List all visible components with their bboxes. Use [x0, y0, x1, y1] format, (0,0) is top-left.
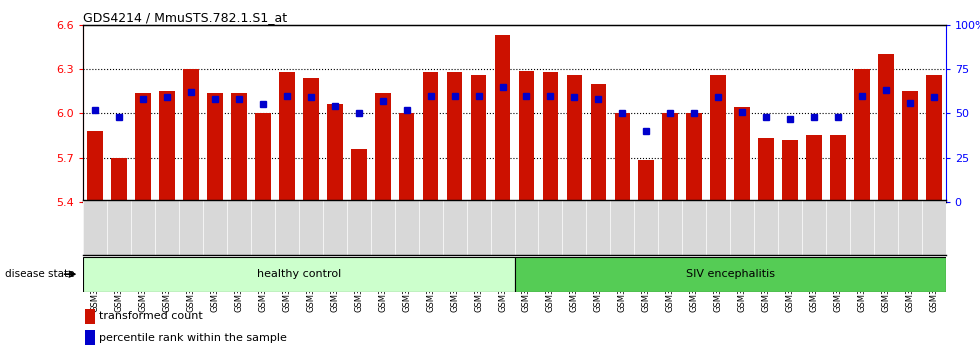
- Bar: [327, 104, 343, 202]
- Bar: [782, 140, 798, 202]
- Bar: [710, 75, 726, 202]
- Bar: [351, 149, 367, 202]
- Bar: [830, 136, 846, 202]
- Bar: [543, 72, 559, 202]
- Text: disease state: disease state: [5, 269, 74, 279]
- Bar: [514, 257, 946, 292]
- Bar: [662, 113, 678, 202]
- Bar: [112, 158, 127, 202]
- Bar: [926, 75, 942, 202]
- Bar: [734, 107, 750, 202]
- Bar: [470, 75, 486, 202]
- Text: SIV encephalitis: SIV encephalitis: [686, 269, 774, 279]
- Bar: [591, 84, 606, 202]
- Bar: [135, 93, 151, 202]
- Bar: [759, 138, 774, 202]
- Bar: [566, 75, 582, 202]
- Bar: [375, 93, 390, 202]
- Bar: [422, 72, 438, 202]
- Bar: [639, 160, 654, 202]
- Bar: [686, 113, 702, 202]
- Bar: [83, 257, 514, 292]
- Bar: [160, 91, 174, 202]
- Bar: [303, 78, 318, 202]
- Text: percentile rank within the sample: percentile rank within the sample: [99, 332, 287, 343]
- Text: healthy control: healthy control: [257, 269, 341, 279]
- Bar: [854, 69, 869, 202]
- Bar: [518, 70, 534, 202]
- Text: GDS4214 / MmuSTS.782.1.S1_at: GDS4214 / MmuSTS.782.1.S1_at: [83, 11, 287, 24]
- Bar: [87, 131, 103, 202]
- Bar: [231, 93, 247, 202]
- Bar: [495, 35, 511, 202]
- Bar: [208, 93, 222, 202]
- Bar: [85, 330, 95, 345]
- Bar: [183, 69, 199, 202]
- Bar: [447, 72, 463, 202]
- Bar: [255, 113, 270, 202]
- Text: transformed count: transformed count: [99, 311, 203, 321]
- Bar: [807, 136, 821, 202]
- Bar: [279, 72, 295, 202]
- Bar: [902, 91, 917, 202]
- Bar: [614, 113, 630, 202]
- Bar: [878, 54, 894, 202]
- Bar: [85, 309, 95, 324]
- Bar: [399, 113, 415, 202]
